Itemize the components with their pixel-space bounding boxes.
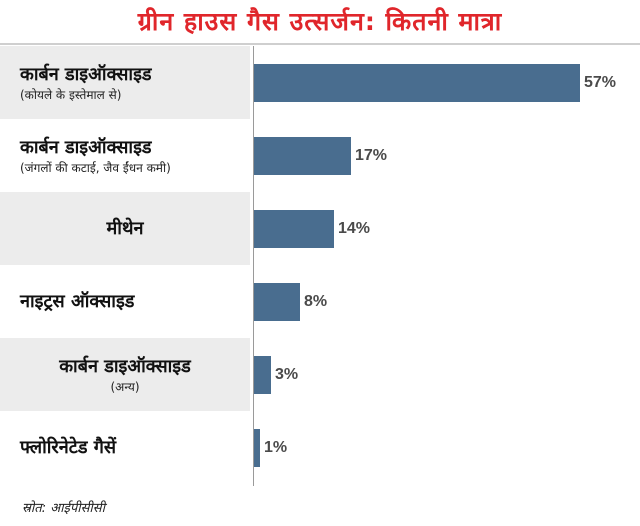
bar-value-label: 14% — [338, 220, 371, 237]
category-sublabel: (अन्य) — [110, 379, 140, 394]
category-label: फ्लोरिनेटेड गैसें — [20, 436, 117, 458]
bar — [254, 356, 271, 394]
bar — [254, 283, 300, 321]
category-sublabel: (कोयले के इस्तेमाल से) — [20, 87, 122, 102]
category-label-box: कार्बन डाइऑक्साइड (जंगलों की कटाई, जैव ईं… — [0, 119, 250, 192]
chart-row: नाइट्रस ऑक्साइड 8% — [0, 265, 640, 338]
chart-row: कार्बन डाइऑक्साइड (जंगलों की कटाई, जैव ईं… — [0, 119, 640, 192]
chart-title: ग्रीन हाउस गैस उत्सर्जन: कितनी मात्रा — [137, 7, 503, 36]
category-label-box: नाइट्रस ऑक्साइड — [0, 265, 250, 338]
bar-value-label: 1% — [264, 439, 288, 456]
chart-axis-line — [253, 46, 254, 486]
category-sublabel: (जंगलों की कटाई, जैव ईंधन कमी) — [20, 160, 171, 175]
category-label: कार्बन डाइऑक्साइड — [20, 136, 152, 158]
bar — [254, 64, 580, 102]
category-label-box: मीथेन — [0, 192, 250, 265]
category-label: मीथेन — [106, 217, 144, 239]
category-label-box: कार्बन डाइऑक्साइड (कोयले के इस्तेमाल से) — [0, 46, 250, 119]
chart-row: मीथेन 14% — [0, 192, 640, 265]
category-label: कार्बन डाइऑक्साइड — [20, 63, 152, 85]
bar-value-label: 17% — [355, 147, 388, 164]
bar-value-label: 3% — [275, 366, 299, 383]
bar-value-label: 8% — [304, 293, 328, 310]
chart-row: कार्बन डाइऑक्साइड (कोयले के इस्तेमाल से) 5… — [0, 46, 640, 119]
bar — [254, 210, 334, 248]
category-label-box: फ्लोरिनेटेड गैसें — [0, 411, 250, 484]
category-label: नाइट्रस ऑक्साइड — [20, 290, 135, 312]
chart-row: फ्लोरिनेटेड गैसें 1% — [0, 411, 640, 484]
title-divider — [0, 43, 640, 45]
bar-chart: कार्बन डाइऑक्साइड (कोयले के इस्तेमाल से) 5… — [0, 46, 640, 486]
bar — [254, 429, 260, 467]
chart-row: कार्बन डाइऑक्साइड (अन्य) 3% — [0, 338, 640, 411]
source-note: स्रोत: आईपीसीसी — [22, 501, 105, 516]
bar-value-label: 57% — [584, 74, 617, 91]
category-label: कार्बन डाइऑक्साइड — [59, 355, 191, 377]
bar — [254, 137, 351, 175]
category-label-box: कार्बन डाइऑक्साइड (अन्य) — [0, 338, 250, 411]
